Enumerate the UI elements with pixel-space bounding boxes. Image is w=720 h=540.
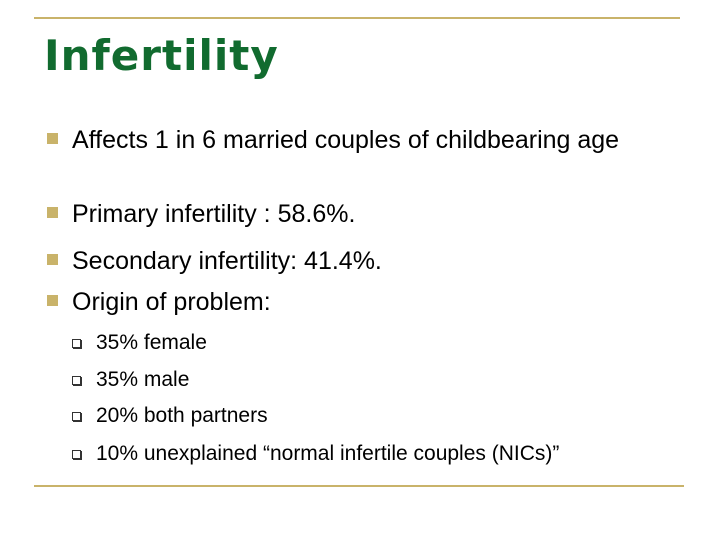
bullet-item: Affects 1 in 6 married couples of childb… (47, 124, 682, 157)
sub-bullet-item: 10% unexplained “normal infertile couple… (72, 440, 696, 468)
square-bullet-icon (47, 207, 58, 218)
bullet-text: Origin of problem: (72, 288, 271, 316)
hollow-square-bullet-icon (72, 376, 81, 385)
sub-bullet-text: 10% unexplained “normal infertile couple… (96, 442, 560, 465)
sub-bullet-item: 35% male (72, 366, 696, 394)
hollow-square-bullet-icon (72, 339, 81, 348)
sub-bullet-text: 35% female (96, 331, 207, 354)
square-bullet-icon (47, 254, 58, 265)
bullet-item: Origin of problem: (47, 286, 682, 319)
bullet-text: Secondary infertility: 41.4%. (72, 247, 382, 275)
sub-bullet-text: 20% both partners (96, 404, 268, 427)
square-bullet-icon (47, 295, 58, 306)
slide-title: Infertility (44, 31, 279, 80)
bullet-item: Secondary infertility: 41.4%. (47, 245, 682, 278)
hollow-square-bullet-icon (72, 412, 81, 421)
bullet-text: Affects 1 in 6 married couples of childb… (72, 126, 620, 154)
hollow-square-bullet-icon (72, 450, 81, 459)
sub-bullet-text: 35% male (96, 368, 190, 391)
bullet-text: Primary infertility : 58.6%. (72, 200, 356, 228)
sub-bullet-item: 35% female (72, 329, 696, 357)
bullet-item: Primary infertility : 58.6%. (47, 198, 682, 231)
square-bullet-icon (47, 133, 58, 144)
bottom-divider-line (34, 485, 684, 487)
top-divider-line (34, 17, 680, 19)
sub-bullet-item: 20% both partners (72, 402, 696, 430)
